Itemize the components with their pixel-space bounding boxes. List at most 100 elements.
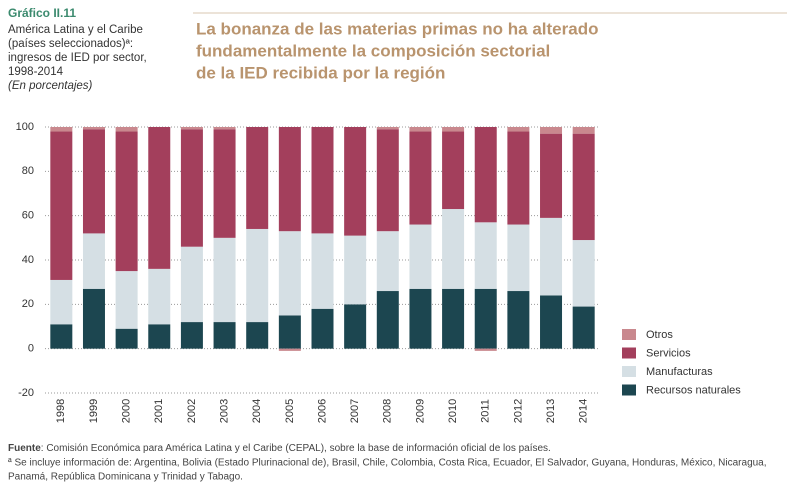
y-tick-label: 0 (28, 343, 34, 355)
bar-segment (278, 315, 301, 349)
bar-segment (50, 279, 73, 325)
bar-segment (115, 328, 138, 349)
bar-segment (148, 324, 171, 349)
chart-title: de la IED recibida por la región (196, 63, 445, 82)
bar-segment (180, 322, 203, 349)
bar-segment (442, 127, 465, 132)
chart-title: fundamentalmente la composición sectoria… (196, 41, 550, 60)
bar-segment (376, 129, 399, 232)
bar-segment (442, 288, 465, 349)
footnote: Panamá, República Dominicana y Trinidad … (8, 472, 243, 483)
bar-segment (148, 268, 171, 325)
bar-segment (507, 131, 530, 225)
bar-segment (474, 127, 497, 223)
x-tick-label: 2002 (186, 399, 198, 423)
x-tick-label: 2012 (512, 399, 524, 423)
bar-segment (572, 306, 595, 349)
x-tick-label: 2001 (153, 399, 165, 423)
bar-segment (409, 288, 432, 349)
bar-segment (180, 127, 203, 130)
bar-segment (572, 240, 595, 307)
x-tick-label: 2003 (218, 399, 230, 423)
bar-segment (507, 224, 530, 292)
x-tick-label: 2006 (316, 399, 328, 423)
legend-swatch (622, 384, 636, 396)
bar-segment (507, 127, 530, 132)
bar-segment (115, 131, 138, 272)
bar-segment (344, 235, 367, 305)
bar-segment (278, 231, 301, 316)
bar-segment (507, 291, 530, 349)
bar-segment (180, 246, 203, 323)
bar-segment (50, 127, 73, 132)
bar-segment (115, 271, 138, 329)
x-tick-label: 2000 (121, 399, 133, 423)
bar-segment (246, 322, 269, 349)
bar-segment (82, 129, 105, 234)
y-tick-label: 40 (22, 254, 34, 266)
y-tick-label: 100 (16, 121, 34, 133)
y-tick-label: 20 (22, 298, 34, 310)
legend-label: Recursos naturales (646, 384, 741, 396)
bar-segment (540, 127, 563, 134)
x-tick-label: 2014 (578, 399, 590, 423)
legend-swatch (622, 366, 636, 377)
x-tick-label: 2004 (251, 399, 263, 423)
bar-segment (115, 127, 138, 132)
bar-segment (311, 127, 334, 234)
bar-segment (180, 129, 203, 247)
subtitle: (países seleccionados)ª: (8, 38, 133, 50)
x-tick-label: 2011 (480, 399, 492, 423)
bar-segment (311, 308, 334, 349)
bar-segment (278, 348, 301, 351)
x-tick-label: 1998 (55, 399, 67, 423)
bar-segment (213, 237, 236, 323)
source: Fuente: Comisión Económica para América … (8, 443, 551, 454)
footnote: ª Se incluye información de: Argentina, … (8, 458, 767, 469)
bar-segment (376, 127, 399, 130)
bar-segment (572, 127, 595, 134)
bar-segment (311, 233, 334, 309)
bar-segment (409, 131, 432, 225)
bar-segment (213, 322, 236, 349)
bar-segment (474, 348, 497, 351)
subtitle: América Latina y el Caribe (8, 24, 143, 36)
bar-segment (82, 127, 105, 130)
x-tick-label: 1999 (88, 399, 100, 423)
bar-segment (540, 133, 563, 218)
x-tick-label: 2009 (414, 399, 426, 423)
x-tick-label: 2013 (545, 399, 557, 423)
legend-swatch (622, 347, 636, 359)
x-tick-label: 2007 (349, 399, 361, 423)
bar-segment (344, 127, 367, 236)
bar-segment (474, 288, 497, 349)
bar-segment (442, 131, 465, 210)
figure-label: Gráfico II.11 (8, 6, 76, 20)
y-tick-label: 80 (22, 165, 34, 177)
bar-segment (344, 304, 367, 349)
bar-segment (246, 228, 269, 323)
bar-segment (50, 131, 73, 280)
x-tick-label: 2005 (284, 399, 296, 423)
bar-segment (148, 127, 171, 269)
source-text: : Comisión Económica para América Latina… (41, 443, 551, 454)
legend-label: Servicios (646, 347, 691, 359)
bar-segment (442, 209, 465, 289)
bar-segment (213, 127, 236, 130)
bar-segment (474, 222, 497, 289)
y-tick-label: -20 (18, 387, 34, 399)
bar-segment (572, 133, 595, 241)
bar-segment (50, 324, 73, 349)
bar-segment (540, 217, 563, 296)
bar-segment (82, 288, 105, 349)
bar-segment (376, 291, 399, 349)
bar-segment (409, 224, 432, 289)
legend-label: Otros (646, 329, 673, 341)
x-tick-label: 2010 (447, 399, 459, 423)
legend-label: Manufacturas (646, 366, 713, 378)
x-tick-label: 2008 (382, 399, 394, 423)
y-tick-label: 60 (22, 210, 34, 222)
subtitle: 1998-2014 (8, 66, 64, 78)
legend-swatch (622, 329, 636, 340)
